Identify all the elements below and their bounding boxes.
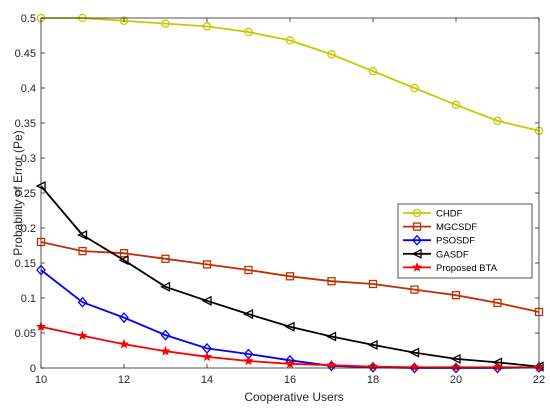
data-point-chdf [285, 36, 295, 45]
data-point-mgcsdf [327, 277, 336, 286]
data-point-mgcsdf [285, 272, 295, 281]
x-tick-label: 14 [201, 374, 213, 386]
x-tick-label: 12 [118, 374, 130, 386]
data-point-proposed-bta [409, 361, 420, 372]
y-tick-label: 0.05 [15, 328, 36, 340]
x-tick-label: 22 [533, 374, 545, 386]
legend-marker-gasdf [411, 248, 422, 259]
data-point-mgcsdf [493, 298, 502, 308]
y-tick-label: 0.5 [21, 13, 36, 25]
y-axis-label: Probability of Error (Pe) [11, 130, 25, 255]
y-tick-label: 0.3 [21, 153, 36, 165]
data-point-mgcsdf [78, 246, 87, 256]
data-point-psosdf [160, 329, 171, 341]
series-mgcsdf [36, 237, 544, 317]
y-tick-label: 0.45 [15, 48, 36, 60]
series-line-mgcsdf [40, 241, 540, 313]
legend-label-gasdf: GASDF [436, 249, 469, 260]
legend-marker-chdf [412, 208, 422, 218]
data-point-proposed-bta [160, 345, 171, 356]
y-tick-label: 0.1 [21, 293, 36, 305]
data-point-chdf [244, 27, 253, 37]
legend-label-proposed-bta: Proposed BTA [436, 263, 498, 274]
data-point-proposed-bta [492, 361, 503, 372]
y-tick-label: 0.35 [15, 118, 36, 130]
data-point-gasdf [243, 309, 254, 320]
data-point-proposed-bta [243, 355, 254, 366]
legend-marker-psosdf [412, 234, 422, 246]
data-point-gasdf [284, 321, 295, 332]
y-tick-label: 0.25 [15, 188, 36, 200]
y-tick-label: 0.2 [21, 223, 36, 235]
x-axis-label: Cooperative Users [244, 390, 343, 404]
data-point-gasdf [118, 255, 129, 266]
data-point-mgcsdf [202, 260, 212, 269]
data-point-gasdf [160, 281, 171, 292]
x-tick-label: 20 [450, 374, 462, 386]
x-tick-label: 10 [35, 374, 47, 386]
data-point-chdf [119, 16, 129, 26]
plot-background [41, 18, 539, 368]
y-tick-label: 0.15 [15, 258, 36, 270]
y-tick-label: 0.4 [21, 83, 36, 95]
data-point-gasdf [201, 295, 212, 306]
data-point-proposed-bta [201, 351, 213, 362]
data-point-mgcsdf [244, 265, 253, 275]
data-point-mgcsdf [119, 249, 129, 258]
data-point-chdf [327, 50, 336, 59]
legend-marker-proposed-bta [411, 262, 423, 272]
legend-label-psosdf: PSOSDF [436, 236, 475, 247]
x-tick-label: 16 [284, 374, 296, 386]
legend-label-chdf: CHDF [436, 209, 463, 220]
x-tick-label: 18 [367, 374, 379, 386]
legend: CHDF MGCSDF PSOSDF GASDF Proposed BTA [397, 203, 533, 279]
data-point-chdf [410, 83, 419, 93]
series-line-gasdf [40, 185, 540, 368]
data-point-gasdf [326, 331, 337, 342]
y-tick-label: 0 [30, 363, 36, 375]
plot-area [41, 18, 539, 368]
data-point-chdf [202, 22, 212, 31]
legend-label-mgcsdf: MGCSDF [436, 222, 477, 233]
data-point-chdf [493, 116, 502, 126]
data-point-proposed-bta [326, 359, 337, 370]
legend-marker-mgcsdf [412, 222, 422, 231]
data-point-gasdf [77, 229, 88, 241]
data-point-chdf [161, 19, 170, 28]
axes-layer: 10 12 14 16 18 20 22 0 0.05 0.1 0.15 0.2 0.25 0.3 0.35… [15, 13, 546, 386]
data-point-mgcsdf [161, 254, 170, 263]
data-point-psosdf [119, 312, 129, 324]
series-gasdf [35, 180, 544, 372]
data-point-proposed-bta [118, 338, 130, 349]
data-point-gasdf [450, 353, 461, 364]
data-point-mgcsdf [410, 285, 419, 294]
data-point-gasdf [409, 347, 420, 358]
data-point-psosdf [77, 296, 88, 308]
data-point-chdf [451, 100, 461, 110]
data-point-gasdf [367, 339, 378, 350]
data-point-mgcsdf [451, 291, 461, 300]
data-point-chdf [368, 66, 378, 76]
data-point-proposed-bta [77, 330, 88, 341]
data-point-mgcsdf [368, 279, 378, 289]
